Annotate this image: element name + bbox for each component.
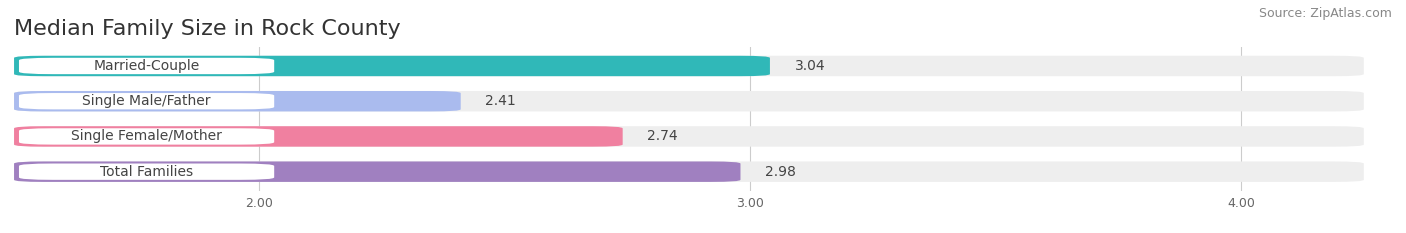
Text: Married-Couple: Married-Couple: [93, 59, 200, 73]
Text: Source: ZipAtlas.com: Source: ZipAtlas.com: [1258, 7, 1392, 20]
FancyBboxPatch shape: [18, 128, 274, 145]
FancyBboxPatch shape: [14, 161, 741, 182]
FancyBboxPatch shape: [14, 126, 1364, 147]
Text: Single Male/Father: Single Male/Father: [83, 94, 211, 108]
FancyBboxPatch shape: [14, 161, 1364, 182]
FancyBboxPatch shape: [14, 91, 461, 111]
Text: 2.41: 2.41: [485, 94, 516, 108]
FancyBboxPatch shape: [14, 56, 770, 76]
FancyBboxPatch shape: [14, 91, 1364, 111]
FancyBboxPatch shape: [18, 93, 274, 109]
Text: Total Families: Total Families: [100, 165, 193, 179]
FancyBboxPatch shape: [18, 164, 274, 180]
Text: 3.04: 3.04: [794, 59, 825, 73]
Text: 2.74: 2.74: [647, 130, 678, 144]
Text: Single Female/Mother: Single Female/Mother: [72, 130, 222, 144]
FancyBboxPatch shape: [18, 58, 274, 74]
Text: 2.98: 2.98: [765, 165, 796, 179]
Text: Median Family Size in Rock County: Median Family Size in Rock County: [14, 20, 401, 39]
FancyBboxPatch shape: [14, 126, 623, 147]
FancyBboxPatch shape: [14, 56, 1364, 76]
